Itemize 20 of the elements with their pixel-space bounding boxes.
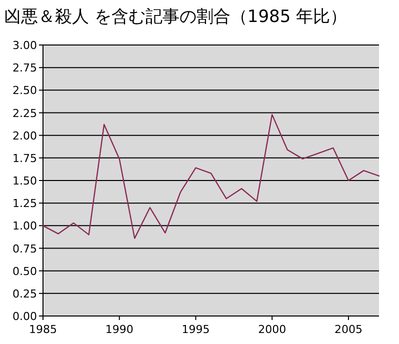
x-tick-label: 2005 bbox=[334, 323, 362, 336]
x-tick-label: 1985 bbox=[29, 323, 57, 336]
y-tick-label: 2.25 bbox=[12, 106, 37, 120]
chart-title: 凶悪＆殺人 を含む記事の割合（1985 年比） bbox=[4, 7, 348, 27]
y-tick-label: 3.00 bbox=[12, 39, 37, 52]
y-tick-label: 2.75 bbox=[12, 62, 37, 75]
y-tick-label: 0.75 bbox=[12, 242, 37, 256]
y-tick-label: 0.50 bbox=[12, 264, 37, 278]
y-tick-label: 2.00 bbox=[12, 129, 37, 142]
x-tick-label: 2000 bbox=[258, 323, 286, 336]
y-tick-label: 2.50 bbox=[12, 84, 37, 98]
y-tick-label: 0.00 bbox=[12, 310, 37, 323]
y-tick-label: 1.75 bbox=[12, 152, 37, 165]
y-tick-label: 0.25 bbox=[12, 287, 37, 300]
y-tick-label: 1.25 bbox=[12, 197, 37, 210]
x-tick-label: 1995 bbox=[182, 323, 210, 336]
y-tick-label: 1.50 bbox=[12, 174, 37, 188]
x-tick-label: 1990 bbox=[105, 323, 134, 336]
line-series bbox=[42, 114, 380, 239]
y-tick-label: 1.00 bbox=[12, 220, 37, 233]
